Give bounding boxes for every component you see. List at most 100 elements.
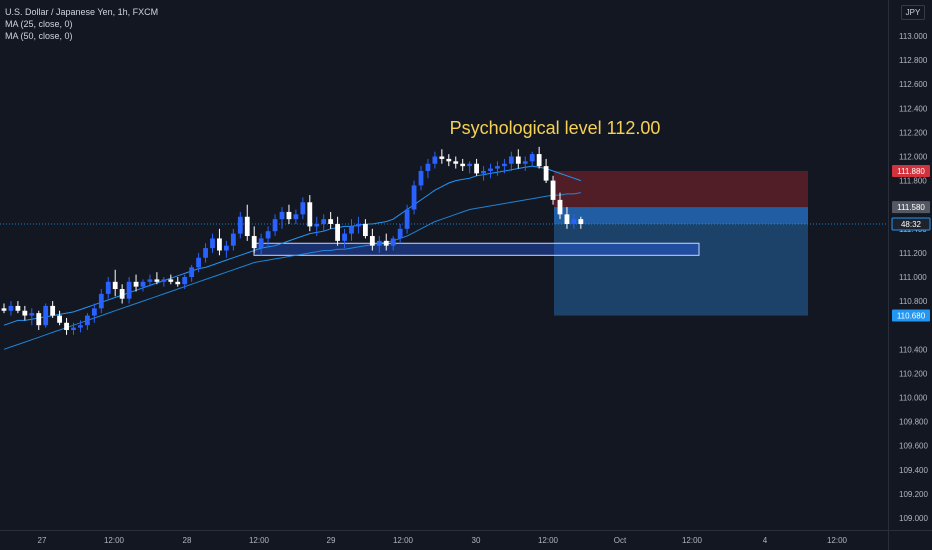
ma50-legend[interactable]: MA (50, close, 0) [5,31,73,41]
candle[interactable] [529,151,535,167]
candle[interactable] [536,146,542,169]
candle[interactable] [376,236,382,253]
candle[interactable] [307,195,313,232]
candle[interactable] [133,274,139,292]
candle[interactable] [29,308,35,326]
candle[interactable] [22,305,28,321]
candle[interactable] [383,233,389,251]
candle[interactable] [272,214,278,237]
candle[interactable] [244,204,250,241]
candle[interactable] [404,204,410,234]
candle[interactable] [98,289,104,314]
candle[interactable] [210,233,215,253]
candle[interactable] [126,277,132,304]
candle[interactable] [515,149,521,169]
candle[interactable] [335,216,340,246]
candle-body [411,185,417,210]
candle[interactable] [418,166,424,191]
candle[interactable] [578,216,584,229]
candle[interactable] [161,277,167,287]
candle[interactable] [203,243,208,263]
candle[interactable] [446,154,452,167]
candle[interactable] [224,240,229,258]
candle[interactable] [168,274,174,285]
candle[interactable] [571,214,577,229]
candle[interactable] [112,269,118,297]
candle[interactable] [265,226,271,246]
candle[interactable] [564,207,570,229]
currency-label[interactable]: JPY [901,5,925,20]
candle[interactable] [363,219,368,239]
candle[interactable] [57,310,62,326]
candle[interactable] [550,175,556,205]
support-zone[interactable] [253,242,700,256]
candle[interactable] [300,197,306,220]
candle[interactable] [460,158,466,171]
candle[interactable] [175,277,181,287]
candle[interactable] [217,228,222,256]
candle[interactable] [91,303,97,323]
candle[interactable] [481,166,486,181]
candle[interactable] [140,279,146,292]
candle[interactable] [1,303,7,314]
candle[interactable] [279,207,285,229]
candle[interactable] [71,322,76,335]
stop-loss-zone[interactable] [554,170,808,208]
candle[interactable] [488,163,493,179]
candle[interactable] [189,264,195,282]
candle[interactable] [154,272,160,285]
candle[interactable] [237,211,243,239]
candle[interactable] [85,313,90,331]
candle[interactable] [230,228,236,251]
candle[interactable] [369,228,375,251]
symbol-title[interactable]: U.S. Dollar / Japanese Yen, 1h, FXCM [5,7,159,17]
candle[interactable] [147,274,153,287]
candle[interactable] [258,233,264,256]
y-tick-label: 111.800 [899,177,927,186]
candle[interactable] [43,303,49,328]
ma25-legend[interactable]: MA (25, close, 0) [5,19,73,29]
candle[interactable] [328,211,334,229]
take-profit-zone[interactable] [554,207,808,316]
candle[interactable] [15,301,21,314]
candle[interactable] [467,161,473,174]
candle[interactable] [286,204,292,224]
candle[interactable] [321,214,327,232]
candle[interactable] [502,158,507,174]
ma50-line[interactable] [3,192,581,350]
candle[interactable] [64,317,69,335]
candle[interactable] [495,161,500,176]
psychological-level-annotation[interactable]: Psychological level 112.00 [450,118,661,138]
candle[interactable] [425,158,431,179]
candle[interactable] [557,192,563,220]
candle[interactable] [432,151,438,169]
candle-body [119,289,125,299]
candle[interactable] [105,277,111,299]
candle[interactable] [390,236,396,251]
candle[interactable] [78,320,83,333]
candle[interactable] [182,274,188,290]
x-tick-label: 12:00 [827,536,848,545]
candle[interactable] [196,252,201,273]
candle[interactable] [411,180,417,215]
candle-body [578,219,584,224]
candle[interactable] [50,301,56,318]
open-position-zone [554,207,808,224]
candle[interactable] [508,151,514,171]
candle[interactable] [543,158,549,184]
candle[interactable] [474,158,479,176]
candle[interactable] [397,223,403,244]
candle[interactable] [349,219,354,241]
candle[interactable] [356,216,361,234]
candle[interactable] [522,156,528,171]
candle[interactable] [36,310,42,331]
candle[interactable] [251,226,257,253]
candle[interactable] [453,156,459,169]
candle[interactable] [119,284,125,304]
candle[interactable] [342,228,347,249]
candle[interactable] [293,209,299,224]
candle[interactable] [439,149,445,164]
candle[interactable] [8,301,14,316]
candle[interactable] [314,216,320,237]
